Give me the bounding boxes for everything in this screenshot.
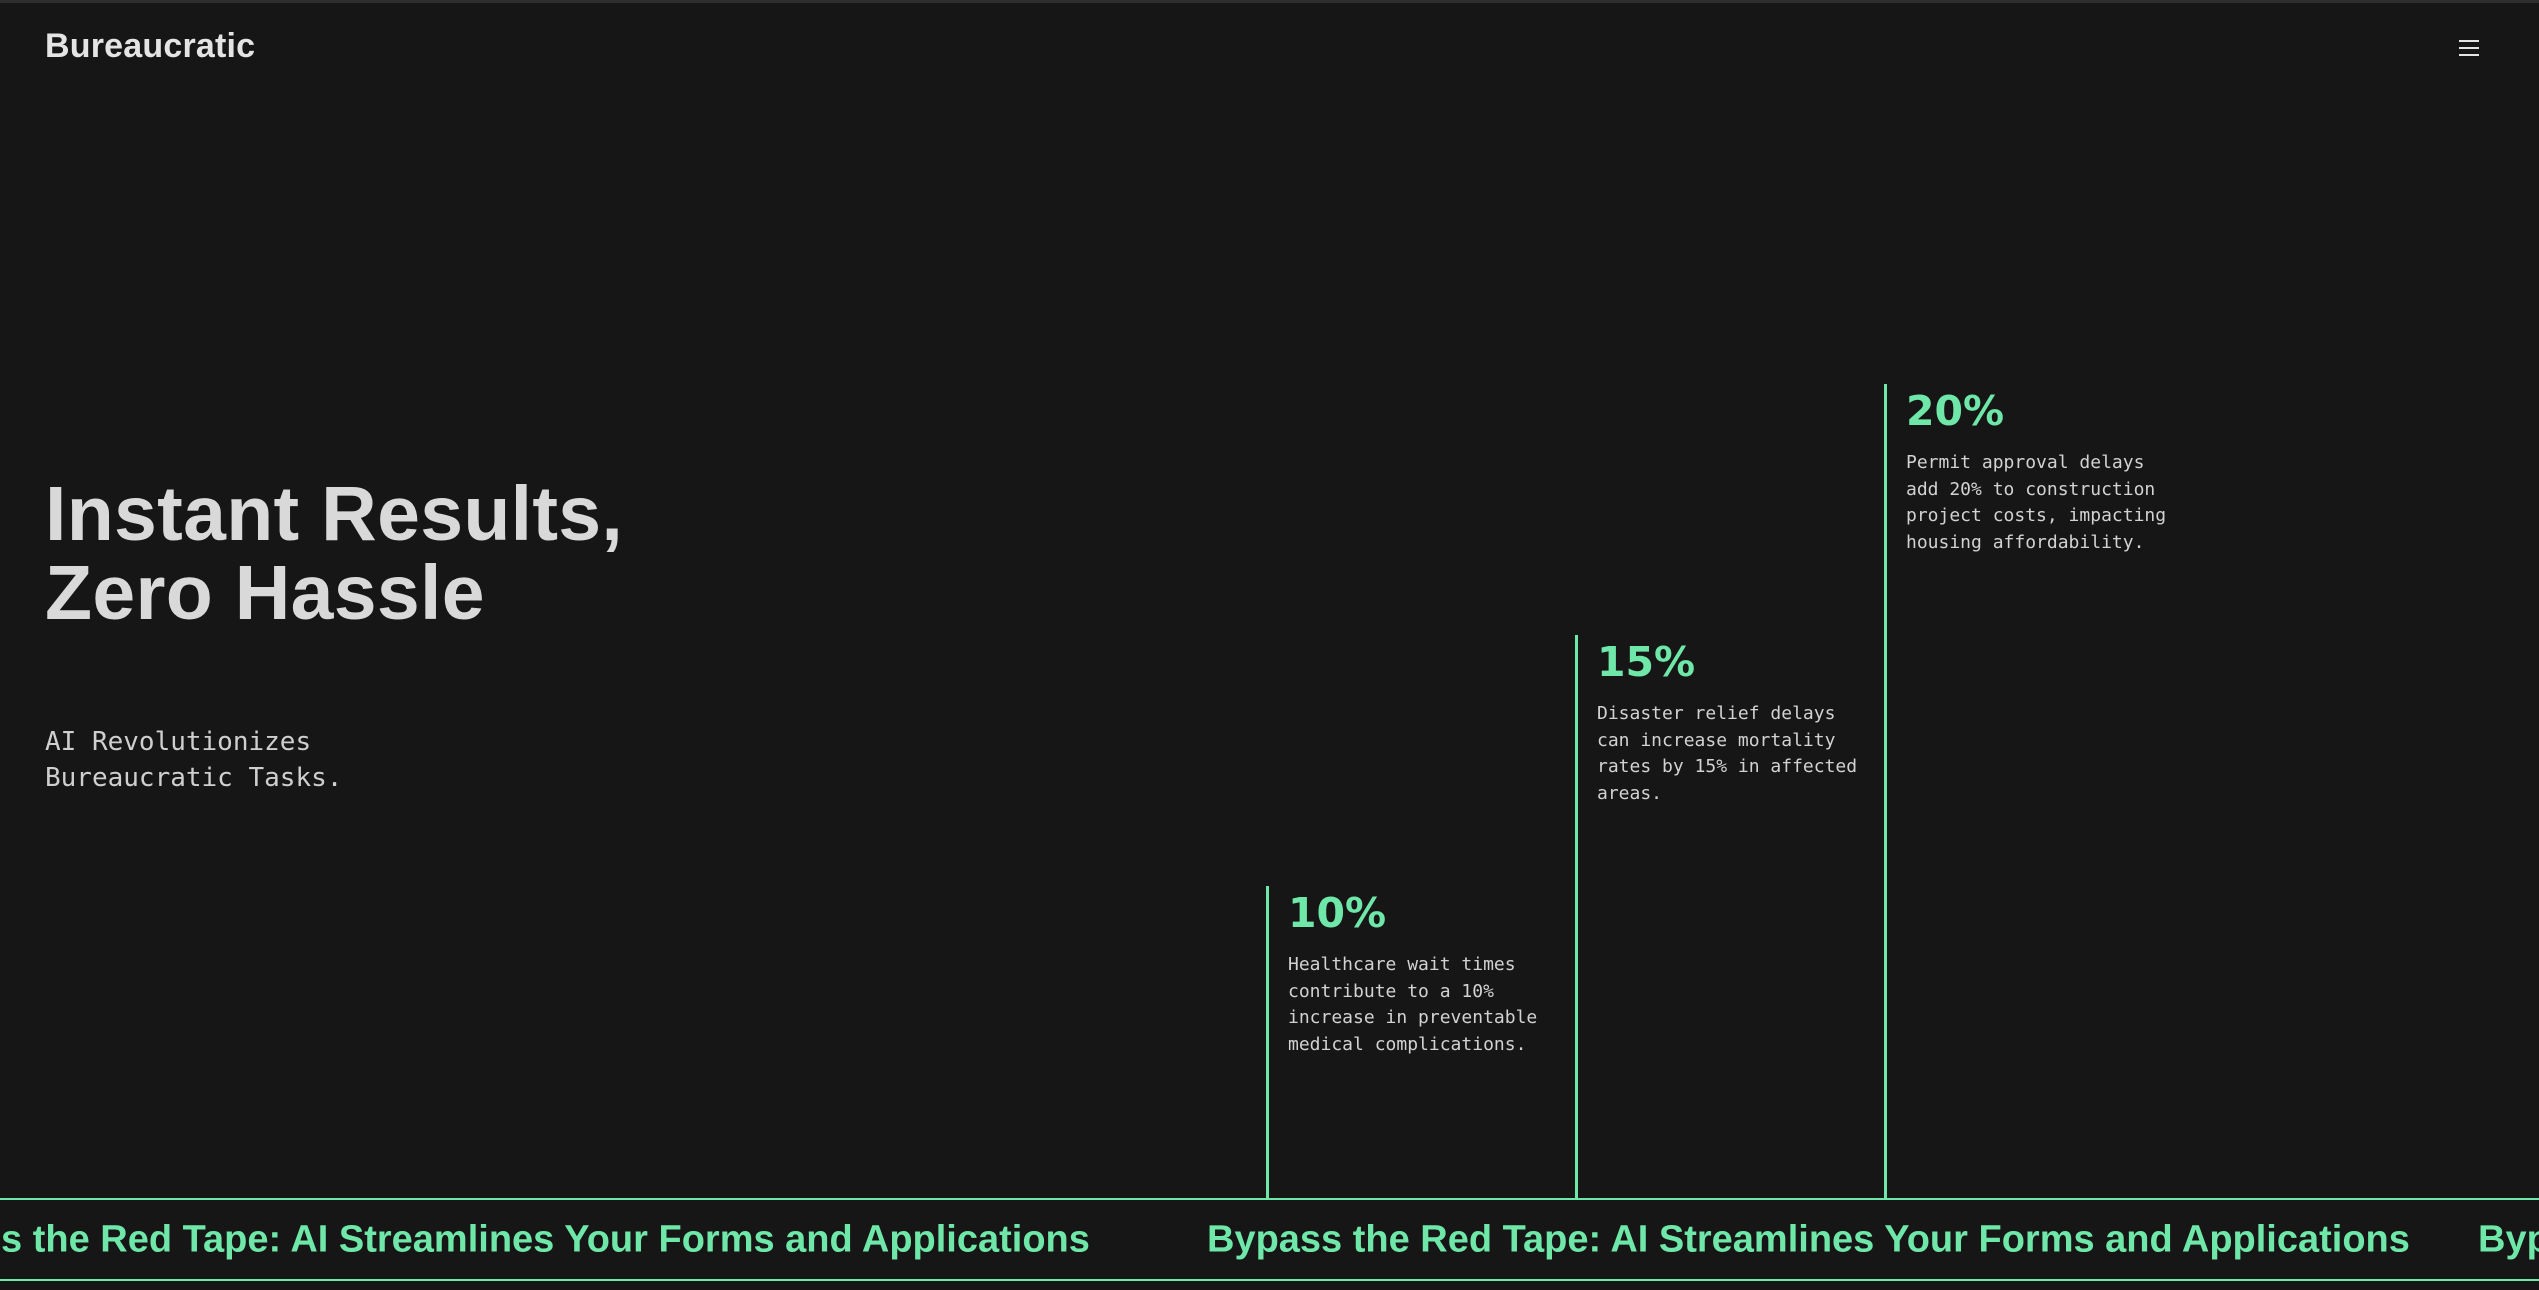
hero-title-line-1: Instant Results, [45,471,624,557]
stat-value: 15% [1597,638,1696,686]
stat-description: Permit approval delays add 20% to constr… [1906,452,2167,553]
stat-description: Disaster relief delays can increase mort… [1597,703,1858,804]
hero-title-line-2: Zero Hassle [45,550,485,636]
marquee-item: Bypass the Red Tape: AI Streamlines Your… [0,1218,1090,1260]
stat-description: Healthcare wait times contribute to a 10… [1288,954,1538,1055]
hero-subtitle: AI Revolutionizes Bureaucratic Tasks. [45,727,343,793]
menu-button[interactable] [2444,31,2494,65]
stat-value: 20% [1906,387,2005,435]
marquee-item: Bypass the Red Tape: AI Streamlines Your… [1207,1218,2410,1260]
stat-card-permits: 20% Permit approval delays add 20% to co… [1884,384,2171,1198]
hero-title: Instant Results, Zero Hassle [45,475,623,633]
marquee-item: Bypass the Red Tape: AI Streamlines Your… [2478,1218,2539,1260]
hamburger-menu-icon [2459,40,2479,56]
marquee-banner: Bypass the Red Tape: AI Streamlines Your… [0,1198,2539,1281]
brand-logo[interactable]: Bureaucratic [45,27,256,65]
stat-card-healthcare: 10% Healthcare wait times contribute to … [1266,886,1553,1198]
stat-value: 10% [1288,889,1387,937]
stat-card-disaster-relief: 15% Disaster relief delays can increase … [1575,635,1862,1198]
top-border [0,0,2539,3]
